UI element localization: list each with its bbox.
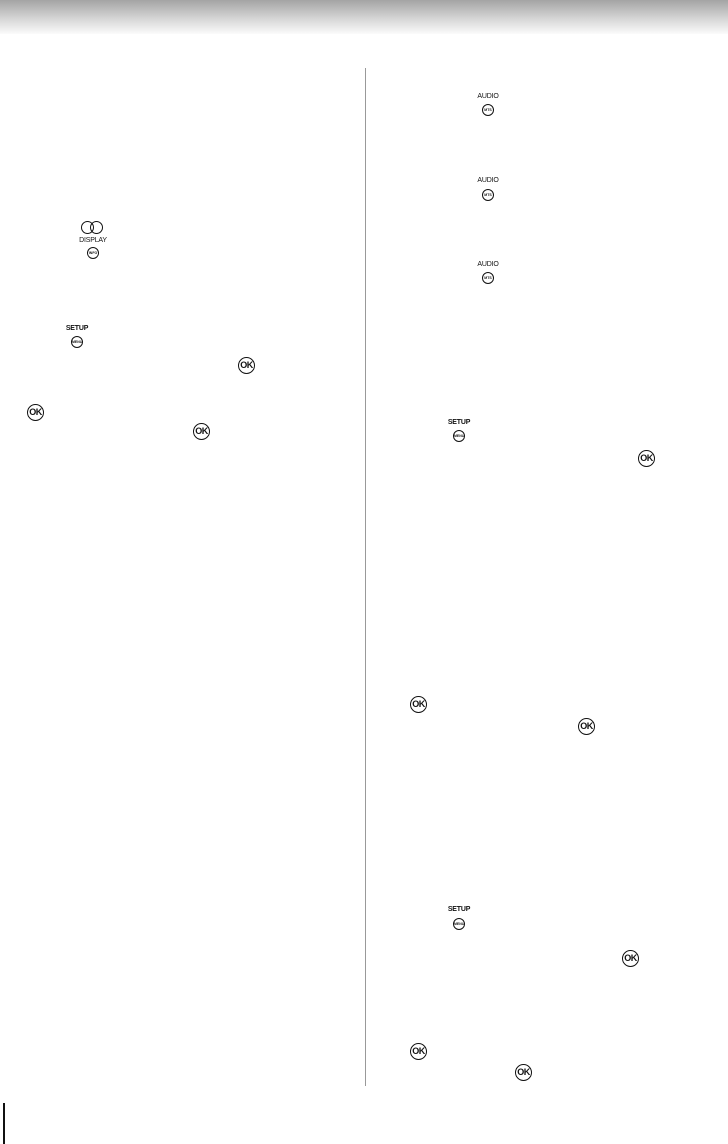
ok-button-icon: OK	[410, 696, 427, 713]
ok-button-icon: OK	[27, 404, 44, 421]
ok-button-icon: OK	[238, 357, 255, 374]
mts-button-icon: MTS	[482, 272, 494, 284]
mts-button-icon: MTS	[482, 189, 494, 201]
display-label: DISPLAY	[79, 237, 107, 244]
ok-button-icon: OK	[622, 950, 639, 967]
column-divider	[365, 68, 366, 1086]
page-header-band	[0, 0, 728, 34]
setup-label: SETUP	[447, 419, 471, 426]
menu-button-icon: MENU	[453, 918, 465, 930]
setup-label: SETUP	[65, 325, 89, 332]
ok-button-icon: OK	[515, 1064, 532, 1081]
ok-button-icon: OK	[578, 718, 595, 735]
audio-label: AUDIO	[477, 177, 499, 184]
audio-label: AUDIO	[477, 93, 499, 100]
page-edge-bar	[3, 1103, 5, 1144]
ok-button-icon: OK	[193, 423, 210, 440]
info-button-icon: INFO	[87, 247, 99, 259]
mts-button-icon: MTS	[482, 104, 494, 116]
ok-button-icon: OK	[410, 1043, 427, 1060]
menu-button-icon: MENU	[453, 430, 465, 442]
audio-label: AUDIO	[477, 261, 499, 268]
menu-button-icon: MENU	[71, 336, 83, 348]
display-rings-icon	[81, 221, 105, 235]
ok-button-icon: OK	[638, 450, 655, 467]
setup-label: SETUP	[447, 906, 471, 913]
